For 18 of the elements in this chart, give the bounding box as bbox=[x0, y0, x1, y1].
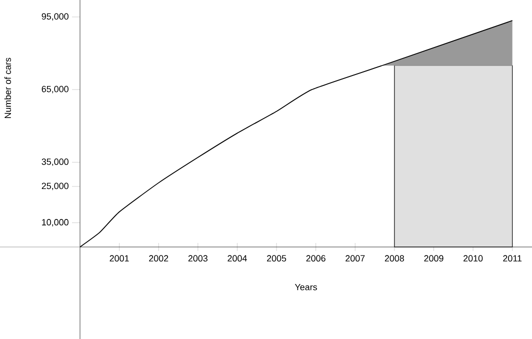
x-tick-label: 2005 bbox=[267, 255, 286, 262]
x-axis-title: Years bbox=[294, 284, 317, 290]
y-tick-label: 95,000 bbox=[42, 13, 68, 21]
x-tick-label: 2006 bbox=[306, 255, 326, 262]
x-tick-label: 2008 bbox=[384, 255, 404, 262]
x-tick-label: 2001 bbox=[110, 255, 129, 262]
x-tick-label: 2010 bbox=[464, 255, 483, 262]
x-tick-label: 2011 bbox=[503, 255, 522, 262]
y-tick-label: 65,000 bbox=[42, 86, 68, 94]
x-tick-label: 2003 bbox=[188, 255, 208, 262]
x-tick-label: 2007 bbox=[346, 255, 365, 262]
x-tick-label: 2002 bbox=[149, 255, 168, 262]
y-tick-label: 10,000 bbox=[42, 219, 68, 226]
x-tick-label: 2009 bbox=[424, 255, 444, 262]
y-axis-title: Number of cars bbox=[4, 58, 11, 118]
y-tick-label: 35,000 bbox=[42, 158, 68, 166]
y-tick-label: 25,000 bbox=[42, 182, 68, 190]
x-tick-label: 2004 bbox=[228, 255, 247, 262]
